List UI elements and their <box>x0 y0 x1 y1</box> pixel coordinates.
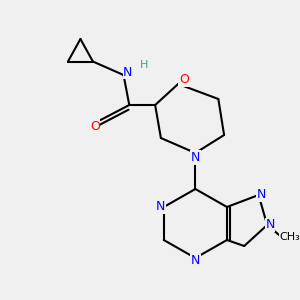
Text: N: N <box>156 200 166 214</box>
Text: CH₃: CH₃ <box>280 232 300 242</box>
Text: N: N <box>191 151 200 164</box>
Text: O: O <box>179 73 189 86</box>
Text: N: N <box>257 188 266 202</box>
Text: H: H <box>140 59 148 70</box>
Text: O: O <box>90 119 100 133</box>
Text: N: N <box>123 65 133 79</box>
Text: N: N <box>266 218 275 232</box>
Text: N: N <box>191 254 200 268</box>
